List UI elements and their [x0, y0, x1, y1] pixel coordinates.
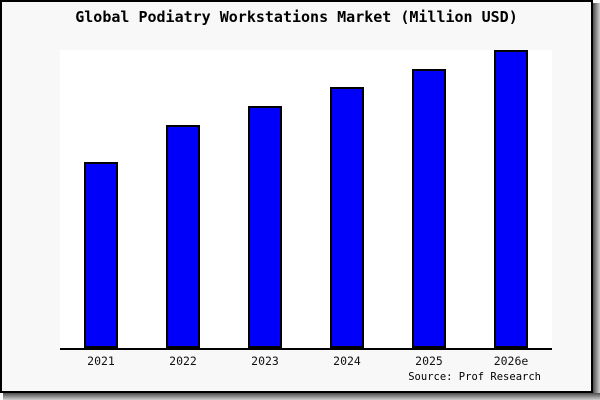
bar-2026e	[494, 50, 528, 348]
bar-2025	[412, 69, 446, 348]
x-tick-2021: 2021	[87, 354, 115, 368]
x-tick-2026e: 2026e	[493, 354, 529, 368]
bar-2023	[248, 106, 282, 348]
x-tick-2023: 2023	[251, 354, 279, 368]
bar-slot	[224, 50, 306, 348]
bar-slot	[470, 50, 552, 348]
bars-container	[60, 50, 552, 348]
page-shadow-right	[593, 3, 600, 400]
bar-slot	[142, 50, 224, 348]
page-shadow-bottom	[3, 393, 600, 400]
source-caption: Source: Prof Research	[408, 371, 541, 383]
bar-slot	[388, 50, 470, 348]
bar-2022	[166, 125, 200, 348]
chart-page: Global Podiatry Workstations Market (Mil…	[0, 0, 593, 393]
x-axis-labels: 2021 2022 2023 2024 2025 2026e	[60, 354, 552, 368]
x-tick-2025: 2025	[415, 354, 443, 368]
bar-2021	[84, 162, 118, 348]
bar-slot	[60, 50, 142, 348]
plot-area	[60, 50, 552, 350]
bar-slot	[306, 50, 388, 348]
chart-title: Global Podiatry Workstations Market (Mil…	[75, 8, 518, 26]
x-tick-2024: 2024	[333, 354, 361, 368]
x-tick-2022: 2022	[169, 354, 197, 368]
bar-2024	[330, 87, 364, 348]
